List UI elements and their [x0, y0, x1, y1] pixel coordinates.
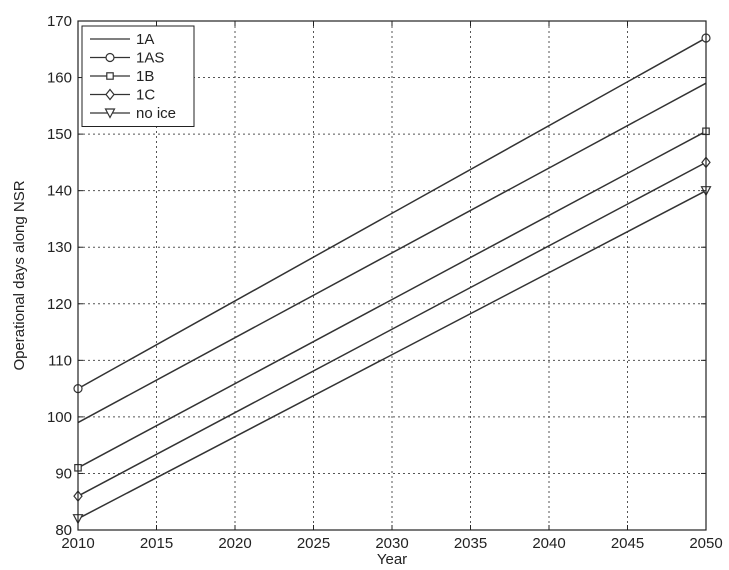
legend-entry: 1C: [90, 87, 155, 104]
series-1A: [77, 82, 707, 424]
legend-label: 1A: [136, 31, 154, 48]
x-tick-label: 2020: [218, 535, 251, 552]
x-tick-label: 2050: [689, 535, 722, 552]
y-tick-label: 150: [47, 126, 72, 143]
y-tick-label: 160: [47, 70, 72, 87]
legend-label: 1B: [136, 68, 154, 85]
x-axis-label: Year: [377, 551, 407, 568]
y-tick-label: 100: [47, 409, 72, 426]
legend-swatch-marker: [105, 88, 115, 101]
series-line: [77, 82, 707, 424]
y-tick-label: 170: [47, 13, 72, 30]
series-line: [77, 161, 707, 497]
legend-swatch-marker: [105, 52, 115, 63]
series-1B: [74, 127, 710, 472]
legend-entry: 1AS: [90, 50, 164, 67]
legend-label: 1C: [136, 87, 155, 104]
y-tick-label: 120: [47, 296, 72, 313]
y-tick-label: 90: [55, 465, 72, 482]
x-tick-label: 2010: [61, 535, 94, 552]
y-tick-label: 110: [48, 352, 72, 369]
series-line: [77, 130, 707, 469]
y-tick-label: 140: [47, 183, 72, 200]
legend-swatch-marker: [104, 108, 116, 119]
series-line: [77, 37, 707, 390]
legend-entry: 1A: [90, 31, 154, 48]
legend-entry: 1B: [90, 68, 154, 85]
legend-label: 1AS: [136, 50, 164, 67]
legend-swatch-marker: [106, 72, 114, 80]
x-tick-label: 2025: [297, 535, 330, 552]
y-tick-label: 80: [55, 522, 72, 539]
x-tick-label: 2045: [611, 535, 644, 552]
x-tick-label: 2015: [140, 535, 173, 552]
y-axis-label: Operational days along NSR: [11, 180, 28, 370]
x-tick-label: 2040: [532, 535, 565, 552]
ticks: 2010 2015 2020 2025 2030 2035 2040 2045 2050 80 90…: [47, 13, 723, 552]
series-line: [77, 190, 707, 520]
y-tick-label: 130: [47, 239, 72, 256]
legend-label: no ice: [136, 105, 176, 122]
series-1C: [73, 156, 711, 503]
x-tick-label: 2030: [375, 535, 408, 552]
legend-entry: no ice: [90, 105, 176, 122]
x-tick-label: 2035: [454, 535, 487, 552]
